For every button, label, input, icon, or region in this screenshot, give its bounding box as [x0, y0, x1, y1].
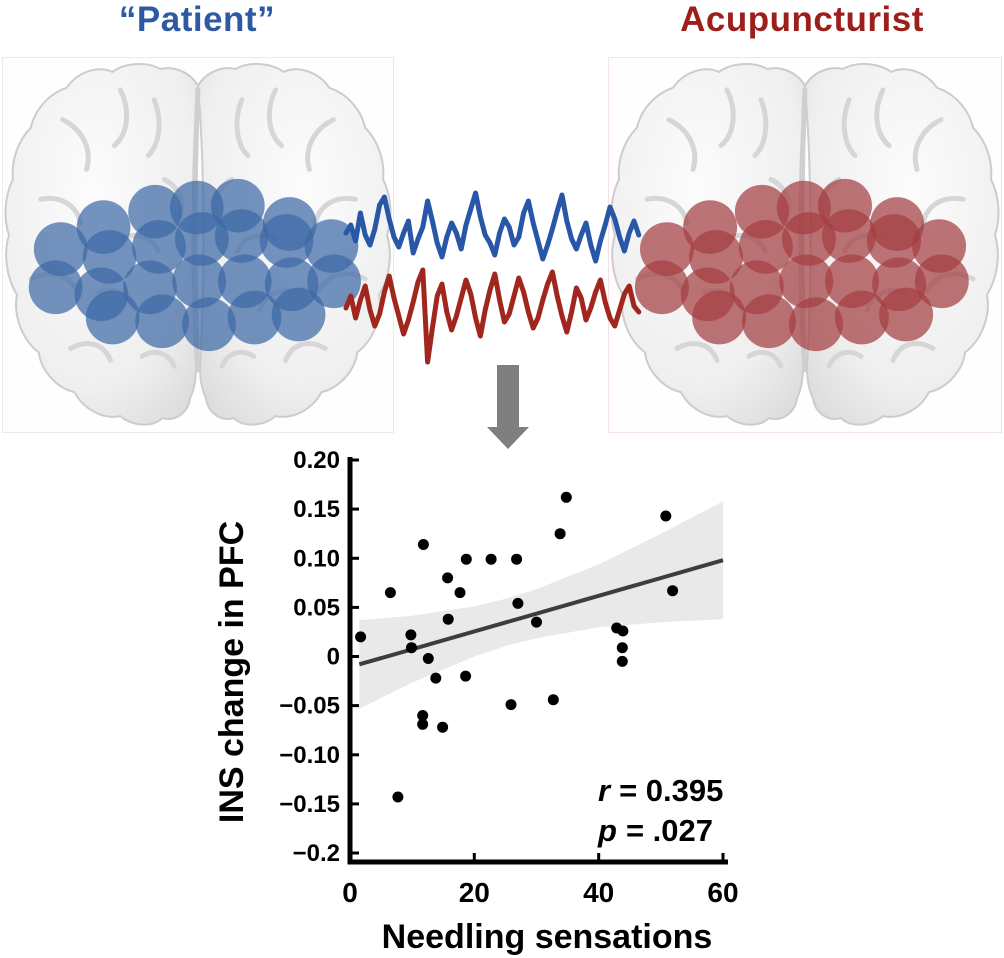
y-tick-label: 0.10 — [293, 545, 340, 572]
optode-circle — [272, 288, 326, 342]
scatter-point — [460, 671, 471, 682]
y-tick-label: −0.05 — [279, 693, 340, 720]
patient-brain-image — [3, 58, 393, 432]
scatter-point — [405, 629, 416, 640]
y-tick-label: 0.05 — [293, 594, 340, 621]
optode-circle — [692, 291, 746, 345]
scatter-point — [548, 694, 559, 705]
optode-circle — [742, 294, 796, 348]
figure-canvas: “Patient” Acupuncturist — [0, 0, 1004, 958]
x-tick-label: 20 — [459, 877, 490, 908]
y-tick-label: 0.20 — [293, 447, 340, 474]
scatter-point — [617, 642, 628, 653]
scatter-point — [455, 587, 466, 598]
scatter-point — [511, 554, 522, 565]
scatter-point — [531, 617, 542, 628]
acupuncturist-brain-image — [609, 58, 1001, 432]
y-tick-label: −0.15 — [279, 791, 340, 818]
optode-circle — [789, 297, 843, 351]
scatter-point — [506, 699, 517, 710]
p-value-annotation: p= .027 — [597, 813, 713, 848]
optode-circle — [879, 288, 933, 342]
y-tick-label: −0.2 — [293, 840, 340, 867]
x-tick-label: 40 — [583, 877, 614, 908]
scatter-point — [355, 631, 366, 642]
down-arrow-icon — [480, 360, 540, 455]
scatter-point — [437, 722, 448, 733]
x-tick-label: 0 — [342, 877, 358, 908]
optode-circle — [86, 291, 140, 345]
scatter-point — [617, 626, 628, 637]
scatter-point — [617, 656, 628, 667]
scatter-point — [486, 554, 497, 565]
scatter-point — [512, 598, 523, 609]
neural-signal-traces — [340, 178, 645, 378]
x-tick-label: 60 — [707, 877, 738, 908]
scatter-point — [406, 642, 417, 653]
y-tick-label: 0.15 — [293, 496, 340, 523]
scatter-point — [660, 511, 671, 522]
x-axis-title: Needling sensations — [382, 918, 713, 956]
scatter-point — [418, 539, 429, 550]
r-value-annotation: r= 0.395 — [598, 773, 723, 808]
optode-circle — [182, 297, 236, 351]
scatter-point — [555, 528, 566, 539]
scatter-point — [430, 673, 441, 684]
scatter-point — [461, 554, 472, 565]
acupuncturist-brain-panel — [608, 57, 1002, 433]
confidence-band — [359, 501, 723, 708]
acupuncturist-signal-trace — [346, 270, 639, 362]
patient-signal-trace — [346, 193, 639, 261]
scatter-point — [417, 719, 428, 730]
scatter-point — [442, 572, 453, 583]
scatter-point — [561, 492, 572, 503]
optode-circle — [135, 294, 189, 348]
scatter-point — [443, 614, 454, 625]
scatter-point — [423, 653, 434, 664]
y-tick-label: 0 — [327, 644, 340, 671]
patient-title: “Patient” — [0, 0, 394, 40]
acupuncturist-title: Acupuncturist — [600, 0, 1004, 40]
scatter-point — [385, 587, 396, 598]
optode-circle — [29, 260, 83, 314]
y-tick-label: −0.10 — [279, 742, 340, 769]
scatter-point — [667, 585, 678, 596]
patient-brain-panel — [2, 57, 394, 433]
scatter-point — [392, 792, 403, 803]
correlation-scatter-plot: 0.200.150.100.050−0.05−0.10−0.15−0.20204… — [190, 445, 790, 958]
y-axis-title: INS change in PFC — [213, 521, 251, 823]
